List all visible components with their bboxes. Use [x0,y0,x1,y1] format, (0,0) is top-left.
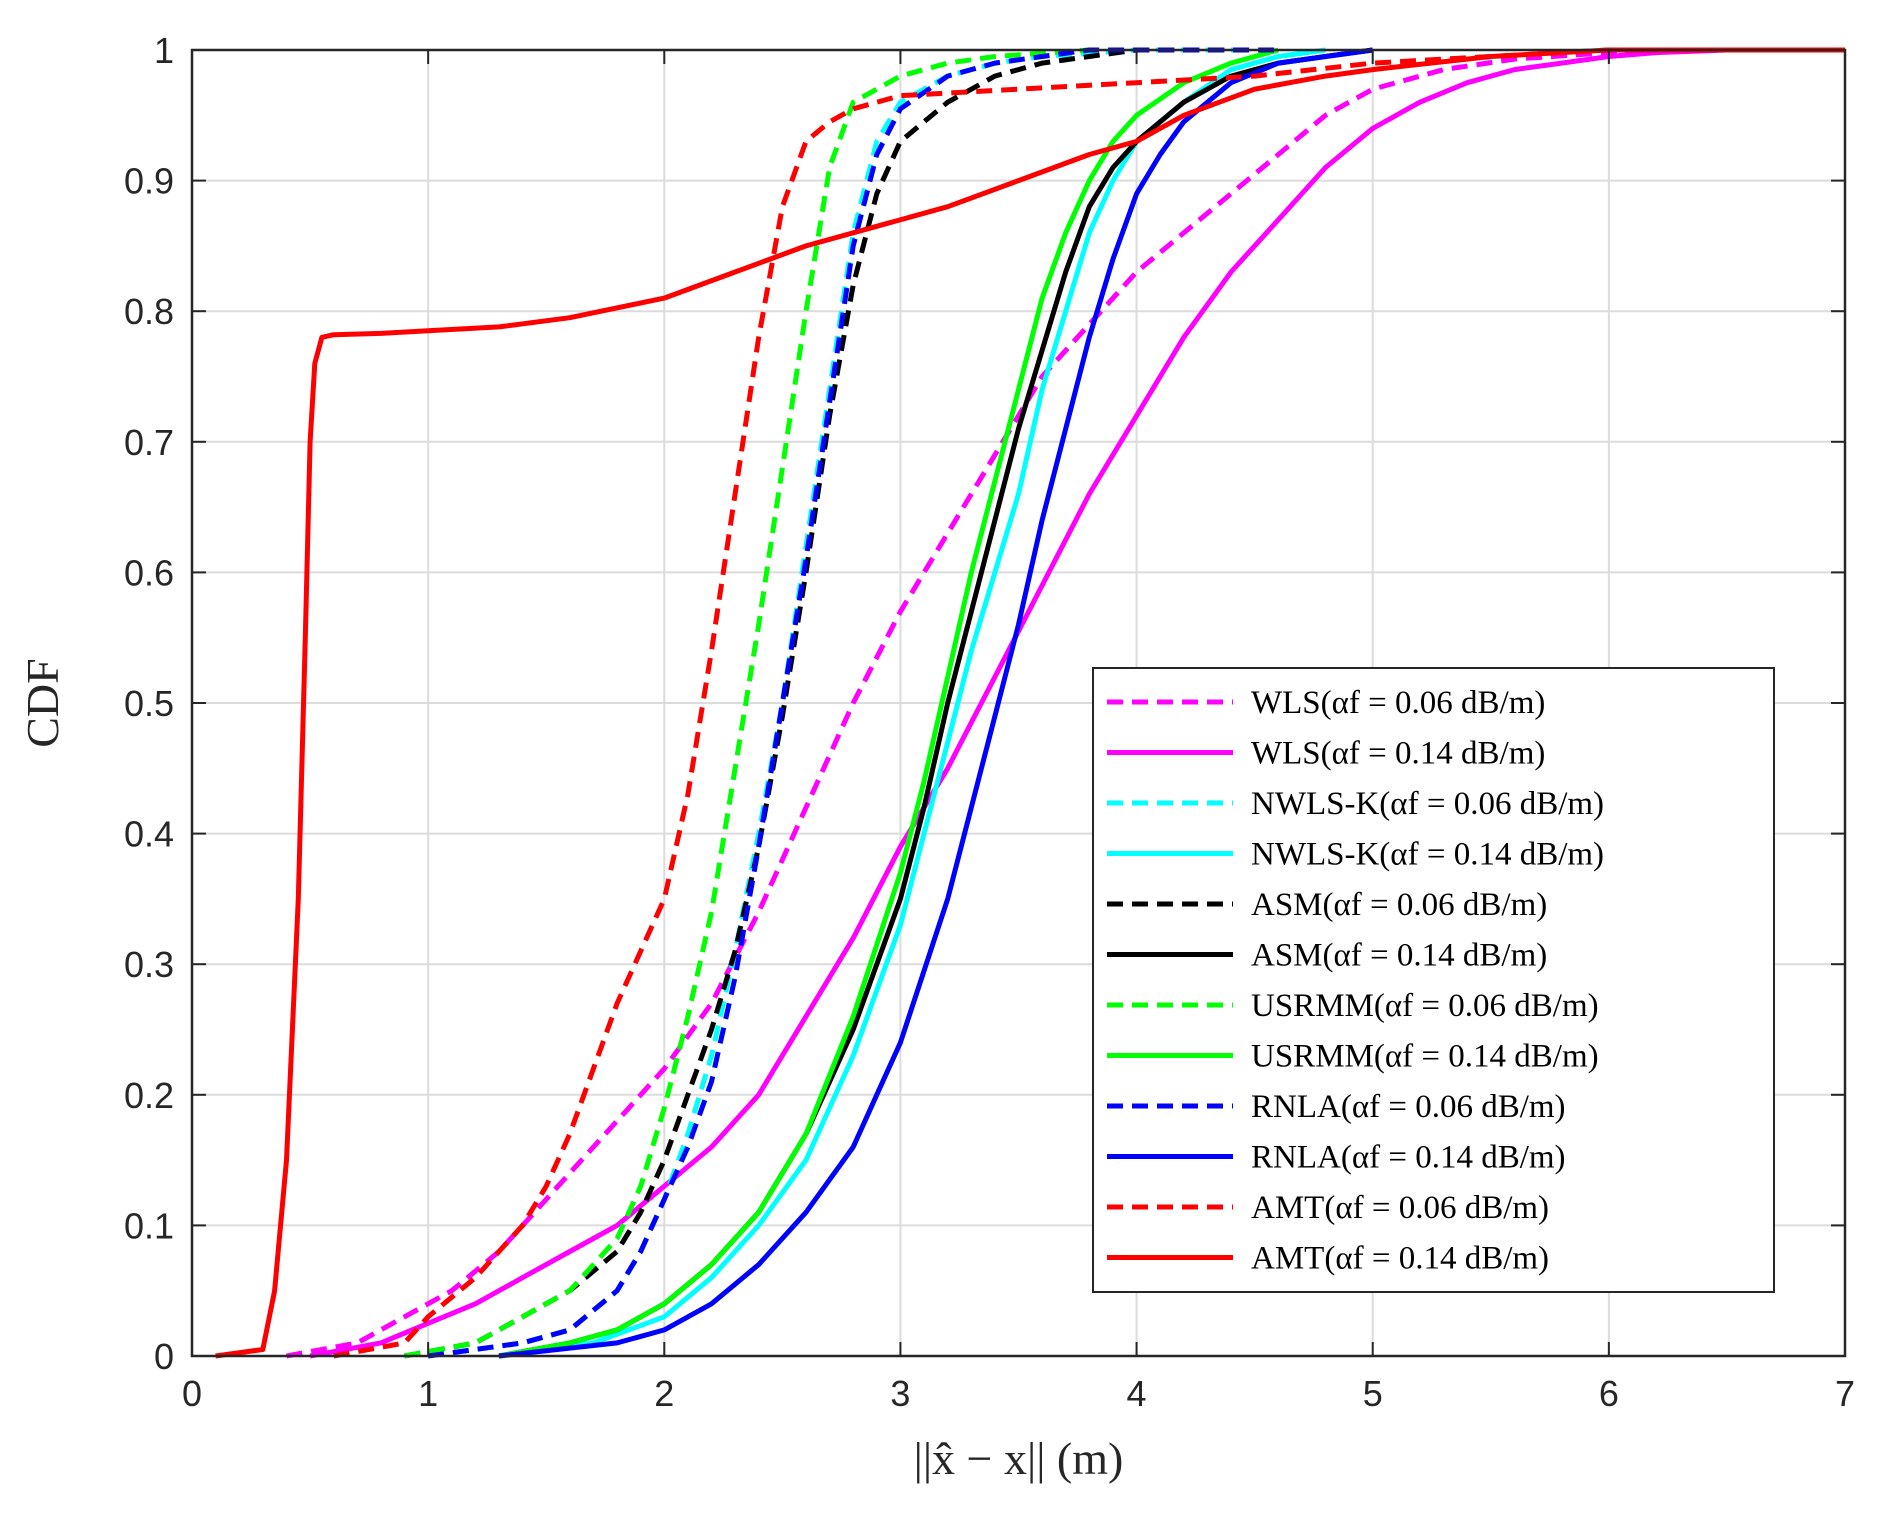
legend: WLS(αf = 0.06 dB/m) WLS(αf = 0.14 dB/m) NW… [1092,667,1775,1293]
legend-label-11: AMT(αf = 0.14 dB/m) [1251,1241,1549,1277]
y-tick-label-7: 0.7 [124,422,174,463]
y-tick-label-5: 0.5 [124,683,174,724]
series-line-7 [498,47,1279,1359]
legend-box [1092,667,1775,1293]
legend-label-6: USRMM(αf = 0.06 dB/m) [1251,988,1599,1024]
x-tick-labels: 0 1 2 3 4 5 6 7 [182,50,1855,1414]
y-tick-label-8: 0.8 [124,291,174,332]
legend-label-10: AMT(αf = 0.06 dB/m) [1251,1190,1549,1226]
legend-label-0: WLS(αf = 0.06 dB/m) [1251,685,1545,721]
series-line-10 [333,47,1610,1359]
x-tick-label-1: 1 [418,1373,438,1414]
x-tick-label-0: 0 [182,1373,202,1414]
y-axis-label: CDF [17,658,68,747]
series-line-1 [309,47,1798,1359]
legend-label-7: USRMM(αf = 0.14 dB/m) [1251,1039,1599,1075]
legend-label-4: ASM(αf = 0.06 dB/m) [1251,887,1547,923]
legend-label-5: ASM(αf = 0.14 dB/m) [1251,938,1547,974]
y-tick-label-0: 0 [154,1336,174,1377]
series-line-6 [404,47,1090,1359]
series-line-11 [215,47,1845,1359]
y-tick-label-6: 0.6 [124,552,174,593]
y-tick-label-10: 1 [154,30,174,71]
legend-label-9: RNLA(αf = 0.14 dB/m) [1251,1140,1566,1176]
x-tick-label-3: 3 [890,1373,910,1414]
y-tick-label-4: 0.4 [124,814,174,855]
series-line-8 [427,47,1279,1359]
legend-label-3: NWLS-K(αf = 0.14 dB/m) [1251,837,1604,873]
x-tick-label-4: 4 [1127,1373,1147,1414]
x-axis-label: ||x̂ − x|| (m) [914,1433,1124,1484]
y-tick-labels: 0 0.1 0.2 0.3 0.4 0.5 0.6 0.7 0.8 0.9 1 [124,30,1845,1377]
legend-label-2: NWLS-K(αf = 0.06 dB/m) [1251,786,1604,822]
legend-label-8: RNLA(αf = 0.06 dB/m) [1251,1089,1566,1125]
series-layer [215,47,1845,1359]
x-tick-label-5: 5 [1363,1373,1383,1414]
x-tick-label-2: 2 [654,1373,674,1414]
y-tick-label-3: 0.3 [124,944,174,985]
legend-label-1: WLS(αf = 0.14 dB/m) [1251,736,1545,772]
y-tick-label-1: 0.1 [124,1205,174,1246]
x-tick-label-6: 6 [1599,1373,1619,1414]
y-tick-label-9: 0.9 [124,161,174,202]
y-tick-label-2: 0.2 [124,1075,174,1116]
x-tick-label-7: 7 [1835,1373,1855,1414]
